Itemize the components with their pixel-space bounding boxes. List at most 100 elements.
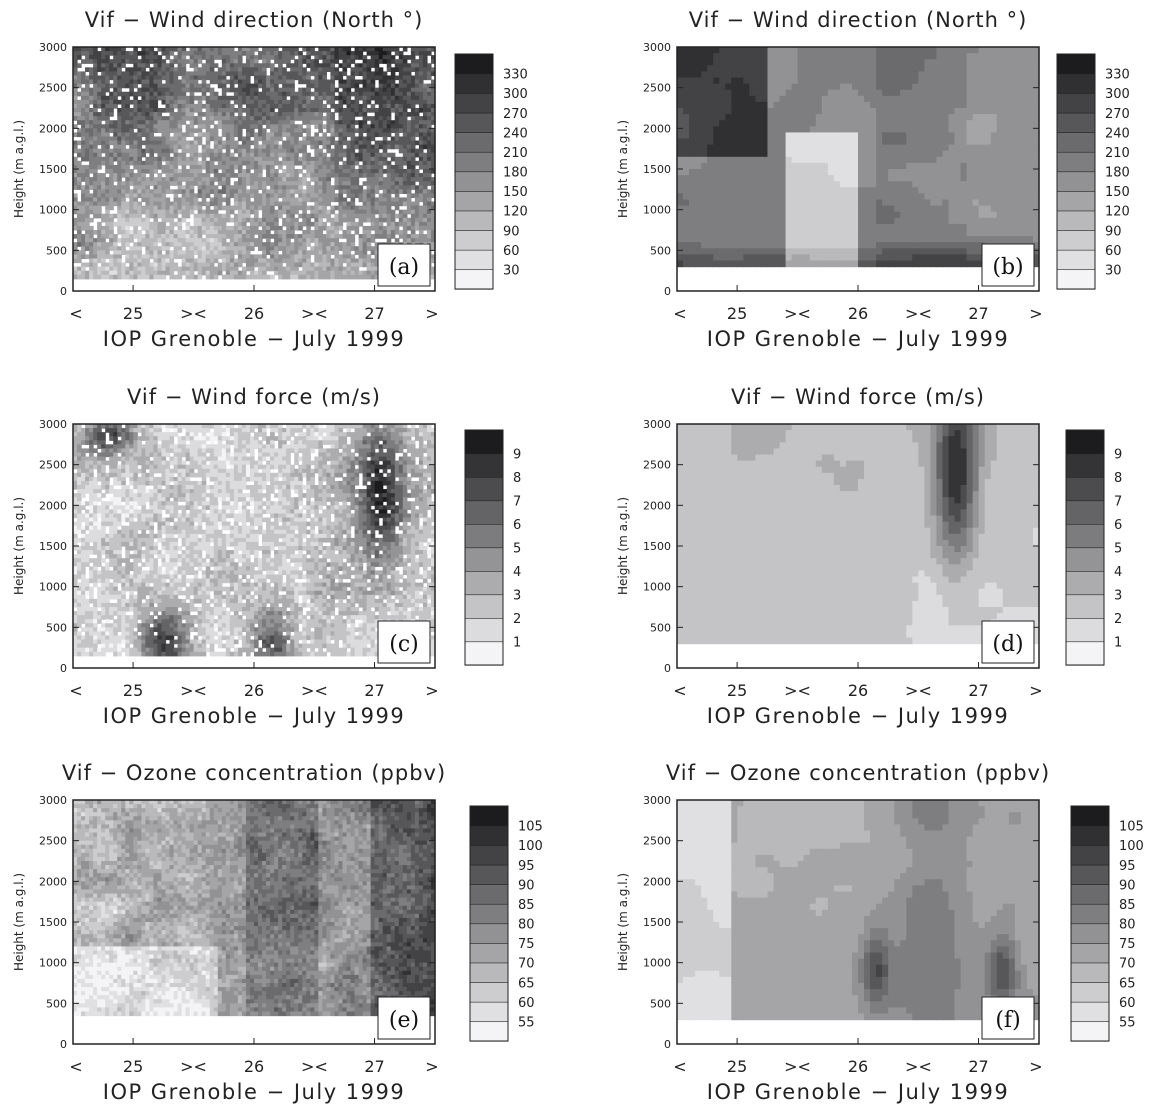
heatmap-cell: [737, 248, 744, 255]
heatmap-cell: [161, 217, 167, 223]
heatmap-cell: [274, 250, 279, 255]
heatmap-cell: [278, 225, 283, 231]
heatmap-cell: [85, 67, 90, 72]
heatmap-cell: [149, 225, 155, 231]
heatmap-cell: [209, 156, 215, 162]
heatmap-cell: [161, 63, 167, 68]
heatmap-cell: [326, 262, 332, 268]
heatmap-cell: [701, 162, 708, 170]
heatmap-cell: [149, 230, 155, 235]
heatmap-cell: [225, 193, 231, 199]
heatmap-cell: [290, 156, 295, 162]
heatmap-cell: [346, 47, 352, 52]
heatmap-cell: [366, 189, 372, 194]
heatmap-cell: [270, 274, 275, 280]
heatmap-cell: [366, 51, 372, 56]
heatmap-cell: [683, 193, 690, 201]
heatmap-cell: [245, 274, 251, 280]
heatmap-cell: [695, 65, 702, 72]
heatmap-cell: [197, 225, 203, 231]
heatmap-cell: [354, 63, 360, 68]
heatmap-cell: [362, 181, 368, 186]
heatmap-cell: [262, 258, 267, 264]
heatmap-cell: [330, 124, 336, 129]
heatmap-cell: [213, 71, 219, 77]
heatmap-cell: [414, 213, 420, 219]
heatmap-cell: [290, 193, 295, 199]
heatmap-cell: [133, 242, 138, 247]
heatmap-cell: [169, 238, 175, 243]
heatmap-cell: [258, 83, 263, 89]
heatmap-cell: [362, 230, 368, 235]
heatmap-cell: [125, 103, 130, 109]
heatmap-cell: [350, 262, 356, 268]
heatmap-cell: [402, 108, 408, 113]
heatmap-cell: [318, 254, 323, 260]
heatmap-cell: [725, 53, 732, 60]
heatmap-cell: [97, 67, 102, 72]
heatmap-cell: [149, 140, 155, 146]
heatmap-cell: [286, 55, 291, 60]
heatmap-cell: [157, 55, 163, 60]
heatmap-cell: [743, 193, 750, 201]
heatmap-cell: [145, 238, 151, 243]
heatmap-cell: [426, 209, 432, 215]
heatmap-cell: [374, 173, 380, 178]
heatmap-cell: [306, 262, 311, 268]
heatmap-cell: [101, 156, 106, 162]
heatmap-cell: [382, 55, 388, 60]
heatmap-cell: [414, 177, 420, 182]
heatmap-cell: [719, 53, 726, 60]
heatmap-cell: [254, 242, 259, 247]
heatmap-cell: [406, 173, 412, 178]
heatmap-cell: [402, 116, 408, 121]
heatmap-cell: [402, 47, 408, 52]
heatmap-cell: [113, 47, 118, 52]
heatmap-cell: [322, 124, 327, 129]
heatmap-cell: [121, 160, 126, 166]
heatmap-cell: [410, 91, 416, 97]
heatmap-cell: [306, 79, 311, 85]
heatmap-cell: [173, 181, 179, 186]
heatmap-cell: [137, 185, 142, 190]
heatmap-cell: [426, 128, 432, 133]
heatmap-cell: [177, 79, 183, 85]
heatmap-cell: [133, 103, 138, 109]
heatmap-cell: [177, 254, 183, 260]
heatmap-cell: [394, 213, 400, 219]
heatmap-cell: [266, 103, 271, 109]
heatmap-cell: [430, 270, 436, 276]
heatmap-cell: [719, 187, 726, 194]
heatmap-cell: [314, 217, 319, 223]
heatmap-cell: [394, 103, 400, 109]
heatmap-cell: [731, 156, 738, 164]
heatmap-cell: [290, 201, 295, 207]
heatmap-cell: [161, 120, 167, 125]
heatmap-cell: [93, 242, 98, 247]
heatmap-cell: [338, 156, 344, 162]
heatmap-cell: [117, 63, 122, 68]
heatmap-cell: [338, 173, 344, 178]
heatmap-cell: [318, 225, 323, 231]
heatmap-cell: [177, 87, 183, 93]
heatmap-cell: [330, 71, 336, 77]
heatmap-cell: [181, 254, 187, 260]
heatmap-cell: [133, 67, 138, 72]
heatmap-cell: [129, 144, 134, 150]
heatmap-cell: [278, 59, 283, 64]
heatmap-cell: [338, 189, 344, 194]
colorbar-swatch: [454, 210, 494, 231]
heatmap-cell: [370, 59, 376, 64]
heatmap-cell: [326, 83, 332, 89]
heatmap-cell: [169, 71, 175, 77]
heatmap-cell: [89, 79, 94, 85]
heatmap-cell: [402, 87, 408, 93]
heatmap-cell: [354, 51, 360, 56]
heatmap-cell: [683, 132, 690, 140]
heatmap-cell: [177, 230, 183, 235]
heatmap-cell: [117, 258, 122, 264]
heatmap-cell: [113, 91, 118, 97]
heatmap-cell: [165, 108, 171, 113]
heatmap-cell: [302, 242, 307, 247]
heatmap-cell: [386, 83, 392, 89]
